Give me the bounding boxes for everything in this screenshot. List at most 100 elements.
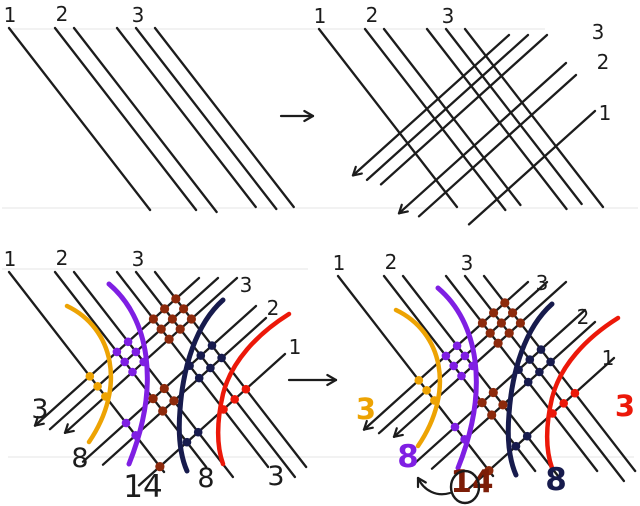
factor-digit-label: 3 [132,247,145,271]
up-stroke-line [392,280,568,438]
factor-digit-label: 1 [599,101,612,125]
factor-digit-label: 1 [314,4,327,28]
intersection-dot-darkred [167,314,177,324]
intersection-dot-red [241,384,251,394]
intersection-dot-red [570,388,580,398]
intersection-dot-darkred [500,298,510,308]
intersection-dot-navy [546,357,555,367]
up-stroke-line [81,304,258,463]
intersection-dot-navy [525,355,535,364]
intersection-dot-purple [128,367,137,377]
intersection-dot-navy [206,363,215,373]
intersection-dot-darkred [148,314,158,324]
intersection-dot-purple [112,347,122,357]
intersection-dot-purple [460,435,469,444]
factor-digit-label: 1 [289,335,302,359]
factor-digit-label: 3 [442,4,455,28]
intersection-dot-purple [449,361,459,371]
intersection-dot-navy [193,427,203,437]
band-curve-orange [393,307,443,449]
intersection-dot-darkred [155,462,165,472]
intersection-dot-darkred [158,406,168,416]
up-stroke-line [379,33,549,186]
down-stroke-line [444,274,599,473]
place-value-count: 8 [197,463,214,494]
intersection-dot-purple [450,422,460,432]
intersection-dot-purple [452,341,462,351]
carry-arrow [416,476,452,496]
intersection-dot-navy [217,353,226,363]
down-stroke-line [463,27,605,209]
intersection-dot-darkred [164,334,174,344]
arrowhead [362,426,374,431]
place-value-count: 8 [545,462,567,498]
intersection-dot-purple [468,361,478,371]
down-stroke-line [382,27,522,207]
arrowhead [63,429,75,434]
intersection-dot-navy [536,345,546,354]
down-stroke-line [401,274,564,483]
factor-digit-label: 3 [461,251,474,275]
intersection-dot-orange [422,386,431,395]
band-curve-red [215,311,292,467]
down-stroke-line [115,270,270,469]
intersection-dot-purple [131,431,140,440]
arrow-shaft [416,476,452,496]
down-stroke-line [53,26,198,212]
up-stroke-line [101,316,268,466]
factor-digit-label: 3 [592,20,605,44]
intersection-dot-orange [93,382,102,391]
down-stroke-line [72,26,218,214]
intersection-dot-darkred [159,383,169,394]
intersection-dot-navy [196,351,206,360]
down-stroke-line [425,27,568,211]
down-stroke-line [153,26,295,209]
arrowhead [303,109,315,118]
intersection-dot-navy [511,441,521,451]
factor-digit-label: 2 [597,50,610,74]
panel-factor-lines: 1 2 3 [4,2,295,214]
up-stroke-line [137,352,287,487]
intersection-dot-purple [457,371,466,381]
up-stroke-line [63,276,239,434]
intersection-dot-navy [182,437,192,447]
intersection-dot-navy [522,431,532,441]
factor-digit-label: 2 [267,296,280,320]
down-stroke-line [317,27,459,209]
carry-circle [449,469,481,505]
intersection-dot-navy [207,341,217,350]
arrowhead [303,114,315,123]
intersection-dot-darkred [160,304,170,314]
intersection-dot-darkred [485,328,495,338]
up-stroke-line [365,33,530,182]
step-arrow-bottom [287,373,338,387]
intersection-dot-darkred [507,308,518,318]
intersection-dot-red [548,409,557,418]
intersection-dot-purple [131,347,141,357]
down-stroke-line [7,26,152,212]
factor-digit-label: 1 [4,247,17,271]
place-value-count: 3 [615,389,635,423]
intersection-dot-darkred [477,318,487,328]
factor-digit-label: 3 [536,271,549,295]
intersection-dot-purple [460,351,470,361]
intersection-dot-darkred [504,328,514,338]
factor-digit-label: 2 [56,246,69,270]
intersection-dot-purple [441,351,451,361]
place-value-count: 14 [450,464,493,500]
arrowhead [33,422,45,427]
factor-digit-label: 3 [240,273,253,297]
up-stroke-line [397,61,568,215]
arrowhead [33,415,39,427]
arrowhead [397,203,403,215]
intersection-dot-darkred [489,308,499,318]
place-value-count: 3 [356,392,376,426]
down-stroke-line [72,270,235,479]
intersection-dot-darkred [484,466,494,476]
intersection-dot-darkred [498,400,508,410]
up-stroke-line [467,109,597,226]
arrowhead [392,427,398,438]
